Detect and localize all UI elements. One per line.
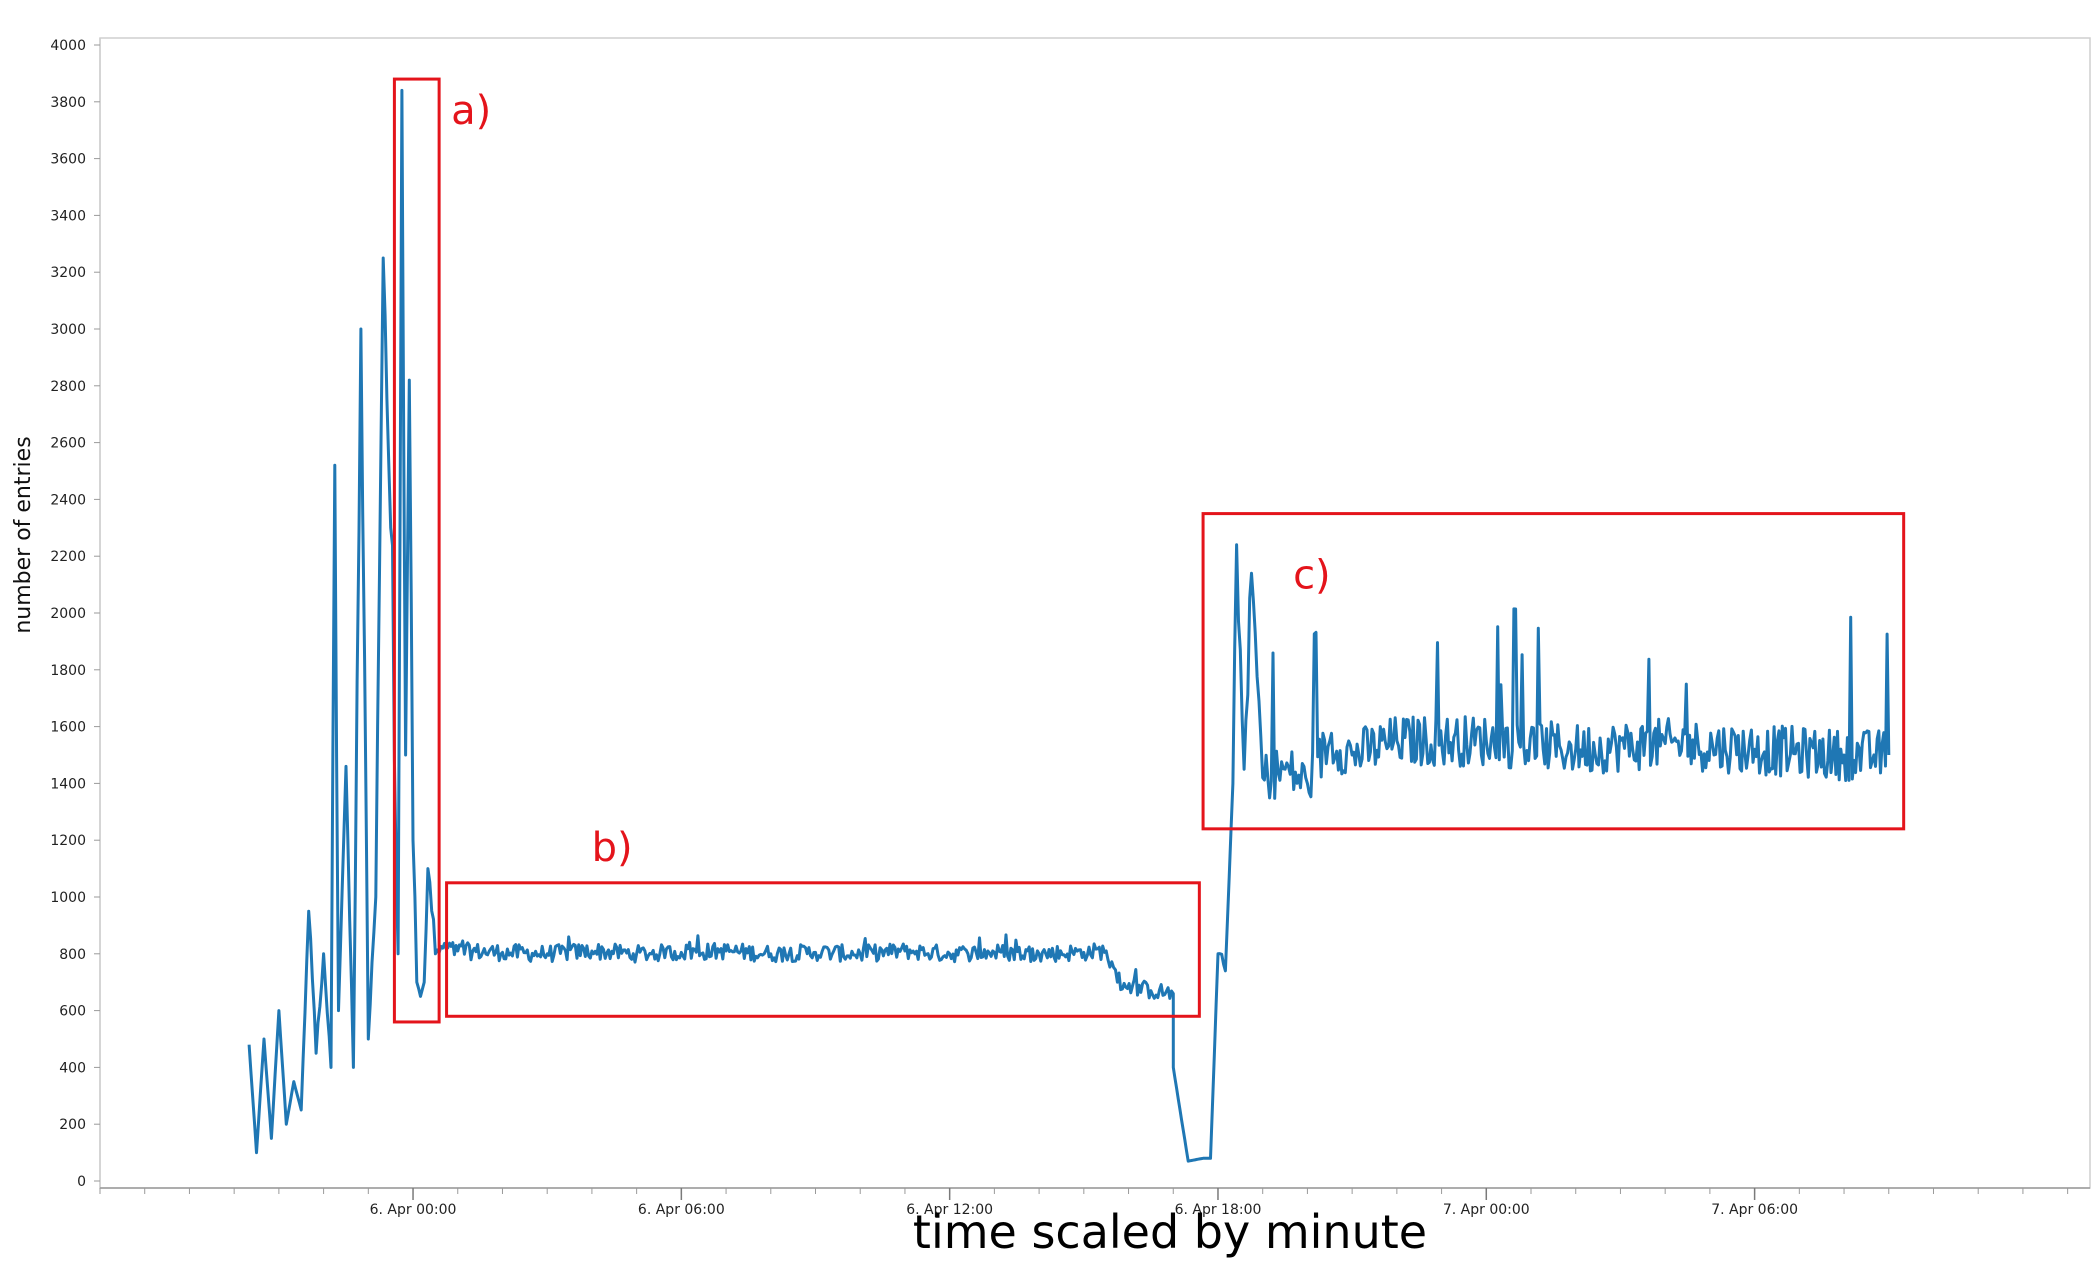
y-tick-label: 2200 xyxy=(50,549,86,565)
y-tick-label: 1400 xyxy=(50,776,86,792)
y-tick-label: 200 xyxy=(59,1117,86,1133)
y-axis: 0 200 400 600 800 1000 1200 1400 1600 1800 2000 220… xyxy=(50,38,101,1190)
y-tick-label: 3800 xyxy=(50,95,86,111)
x-tick-group: 6. Apr 00:00 6. Apr 06:00 6. Apr 12:00 6. A… xyxy=(99,1188,2069,1218)
x-tick-label: 6. Apr 12:00 xyxy=(906,1202,993,1218)
plot-area xyxy=(99,37,2091,1189)
y-tick-label: 3600 xyxy=(50,152,86,168)
x-tick-label: 6. Apr 00:00 xyxy=(370,1202,457,1218)
y-tick-group: 0 200 400 600 800 1000 1200 1400 1600 1800 2000 220… xyxy=(50,38,100,1190)
y-tick-label: 800 xyxy=(59,947,86,963)
x-axis-title: time scaled by minute xyxy=(913,1205,1427,1259)
annotation-label: b) xyxy=(592,825,633,871)
x-tick-label: 6. Apr 18:00 xyxy=(1175,1202,1262,1218)
annotation-layer: a) b) c) xyxy=(392,77,1906,1024)
y-tick-label: 1600 xyxy=(50,720,86,736)
x-tick-label: 6. Apr 06:00 xyxy=(638,1202,725,1218)
annotation-box xyxy=(392,77,441,1024)
annotation-label: c) xyxy=(1293,553,1331,599)
y-axis-title: number of entries xyxy=(11,436,36,633)
y-tick-label: 2400 xyxy=(50,492,86,508)
y-tick-label: 3200 xyxy=(50,265,86,281)
y-tick-label: 3400 xyxy=(50,208,86,224)
y-tick-label: 1800 xyxy=(50,663,86,679)
x-tick-label: 7. Apr 06:00 xyxy=(1711,1202,1798,1218)
annotation-box xyxy=(445,881,1201,1018)
x-tick-label: 7. Apr 00:00 xyxy=(1443,1202,1530,1218)
y-tick-label: 3000 xyxy=(50,322,86,338)
annotation-box xyxy=(1201,512,1906,831)
annotation-label: a) xyxy=(451,88,491,134)
x-axis: 6. Apr 00:00 6. Apr 06:00 6. Apr 12:00 6. A… xyxy=(99,1187,2090,1218)
y-tick-label: 2600 xyxy=(50,436,86,452)
y-tick-label: 1000 xyxy=(50,890,86,906)
y-tick-label: 1200 xyxy=(50,833,86,849)
series-layer xyxy=(247,88,1891,1163)
y-tick-label: 600 xyxy=(59,1004,86,1020)
y-tick-label: 2000 xyxy=(50,606,86,622)
y-tick-label: 4000 xyxy=(50,38,86,54)
series-line xyxy=(247,88,1891,1163)
y-tick-label: 0 xyxy=(77,1174,86,1190)
y-tick-label: 400 xyxy=(59,1060,86,1076)
y-tick-label: 2800 xyxy=(50,379,86,395)
